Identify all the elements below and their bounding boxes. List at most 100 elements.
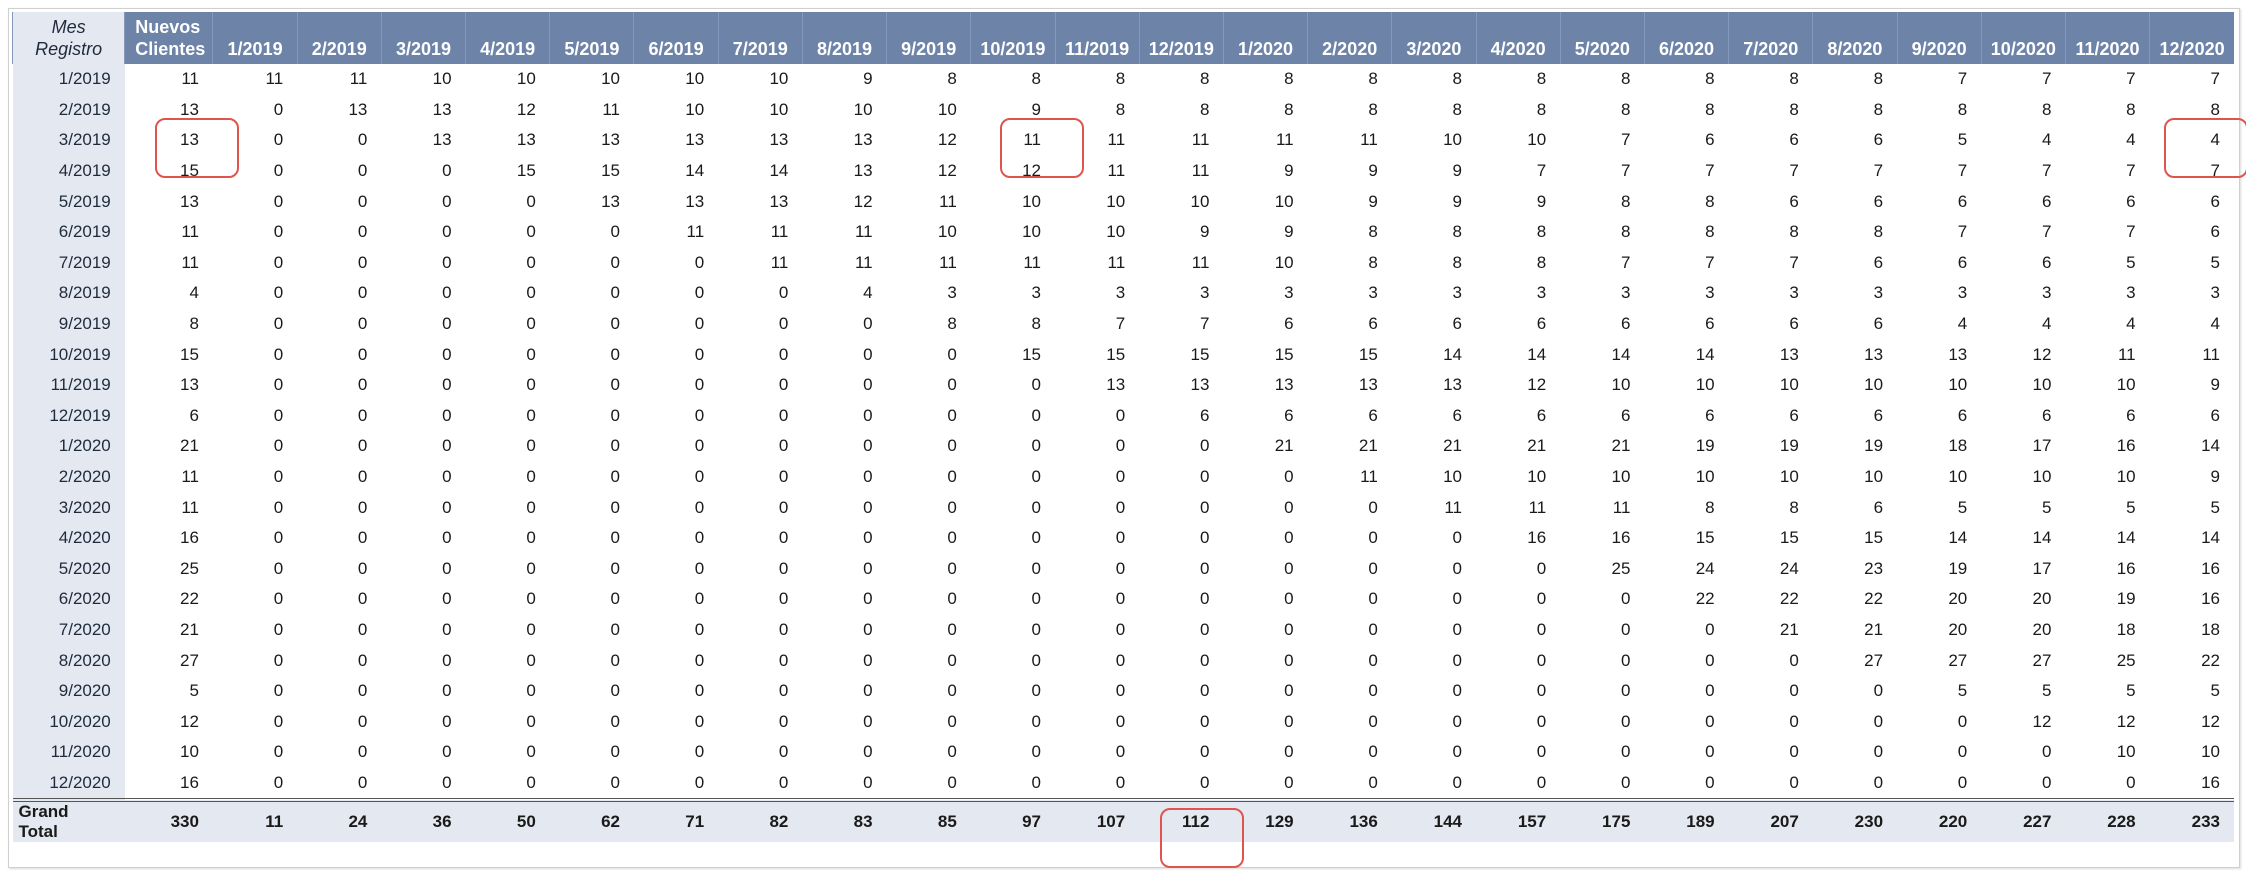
table-cell[interactable]: 0	[1368, 589, 1378, 609]
table-cell[interactable]: 10	[1779, 467, 1799, 487]
table-cell[interactable]: 11	[1444, 497, 1463, 517]
table-cell[interactable]: 5	[2210, 497, 2220, 517]
month-header[interactable]: 4/2020	[1475, 12, 1561, 64]
table-cell[interactable]: 0	[273, 283, 284, 303]
new-clients-cell[interactable]: 16	[180, 528, 199, 548]
table-cell[interactable]: 6	[1873, 497, 1884, 517]
row-label[interactable]: 7/2019	[12, 247, 125, 279]
table-cell[interactable]: 8	[1452, 69, 1463, 89]
table-cell[interactable]: 6	[1789, 314, 1799, 334]
table-cell[interactable]: 0	[273, 222, 284, 242]
table-cell[interactable]: 15	[1358, 344, 1378, 364]
table-cell[interactable]: 13	[1358, 375, 1378, 395]
table-cell[interactable]: 5	[1957, 130, 1968, 150]
table-cell[interactable]: 0	[442, 681, 452, 701]
grand-total-cell[interactable]: 112	[1139, 798, 1224, 843]
table-cell[interactable]: 0	[1115, 405, 1126, 425]
table-cell[interactable]: 10	[1106, 191, 1126, 211]
table-cell[interactable]: 12	[2032, 344, 2052, 364]
table-cell[interactable]: 0	[273, 681, 284, 701]
table-cell[interactable]: 21	[1779, 619, 1799, 639]
table-cell[interactable]: 12	[1022, 161, 1041, 181]
month-header[interactable]: 2/2019	[296, 12, 382, 64]
table-cell[interactable]: 0	[778, 283, 789, 303]
table-cell[interactable]: 6	[1873, 130, 1884, 150]
table-cell[interactable]: 0	[1705, 619, 1715, 639]
table-cell[interactable]: 0	[273, 130, 284, 150]
row-label[interactable]: 2/2019	[12, 94, 125, 126]
table-cell[interactable]: 0	[1620, 681, 1631, 701]
table-cell[interactable]: 0	[442, 344, 452, 364]
grand-total-cell[interactable]: 85	[886, 798, 971, 843]
table-cell[interactable]: 25	[1611, 558, 1631, 578]
month-header[interactable]: 9/2019	[886, 12, 971, 64]
table-cell[interactable]: 7	[2041, 222, 2052, 242]
table-cell[interactable]: 0	[1873, 772, 1884, 792]
table-cell[interactable]: 14	[685, 161, 705, 181]
new-clients-cell[interactable]: 27	[180, 650, 199, 670]
table-cell[interactable]: 0	[1536, 589, 1547, 609]
table-cell[interactable]: 0	[1789, 681, 1799, 701]
table-cell[interactable]: 11	[1360, 467, 1378, 487]
table-cell[interactable]: 10	[1695, 467, 1715, 487]
table-cell[interactable]: 0	[1368, 742, 1378, 762]
grand-total-cell[interactable]: 36	[381, 798, 466, 843]
table-cell[interactable]: 0	[357, 497, 368, 517]
table-cell[interactable]: 6	[2210, 222, 2220, 242]
table-cell[interactable]: 0	[357, 375, 368, 395]
table-cell[interactable]: 0	[273, 742, 284, 762]
table-cell[interactable]: 9	[1536, 191, 1547, 211]
table-cell[interactable]: 0	[1031, 405, 1041, 425]
table-cell[interactable]: 0	[1199, 650, 1210, 670]
table-cell[interactable]: 5	[2126, 497, 2136, 517]
table-cell[interactable]: 13	[685, 130, 705, 150]
table-cell[interactable]: 0	[610, 252, 620, 272]
table-cell[interactable]: 0	[442, 497, 452, 517]
table-cell[interactable]: 0	[357, 772, 368, 792]
table-cell[interactable]: 0	[610, 405, 620, 425]
table-cell[interactable]: 0	[1536, 619, 1547, 639]
table-cell[interactable]: 0	[694, 772, 705, 792]
table-cell[interactable]: 0	[1031, 589, 1041, 609]
table-cell[interactable]: 5	[2041, 681, 2052, 701]
table-cell[interactable]: 6	[2041, 252, 2052, 272]
table-cell[interactable]: 0	[1620, 589, 1631, 609]
grand-total-cell[interactable]: 24	[297, 798, 382, 843]
table-cell[interactable]: 0	[610, 436, 620, 456]
table-cell[interactable]: 0	[1199, 497, 1210, 517]
month-header[interactable]: 12/2020	[2149, 12, 2234, 64]
table-cell[interactable]: 0	[778, 619, 789, 639]
grand-total-cell[interactable]: 157	[1476, 798, 1561, 843]
table-cell[interactable]: 0	[1284, 681, 1294, 701]
table-cell[interactable]: 8	[1620, 69, 1631, 89]
table-cell[interactable]: 8	[1368, 69, 1378, 89]
table-cell[interactable]: 24	[1779, 558, 1799, 578]
table-cell[interactable]: 0	[778, 405, 789, 425]
table-cell[interactable]: 13	[1443, 375, 1463, 395]
table-cell[interactable]: 21	[1864, 619, 1884, 639]
table-cell[interactable]: 16	[2116, 558, 2136, 578]
month-header[interactable]: 8/2020	[1812, 12, 1898, 64]
table-cell[interactable]: 0	[610, 314, 620, 334]
table-cell[interactable]: 0	[526, 222, 536, 242]
table-cell[interactable]: 0	[863, 467, 873, 487]
row-label[interactable]: 10/2020	[12, 706, 125, 738]
table-cell[interactable]: 8	[2210, 99, 2220, 119]
table-cell[interactable]: 10	[1022, 191, 1041, 211]
table-cell[interactable]: 8	[1284, 69, 1294, 89]
table-cell[interactable]: 13	[1106, 375, 1126, 395]
table-cell[interactable]: 6	[1705, 314, 1715, 334]
table-cell[interactable]: 0	[863, 497, 873, 517]
table-cell[interactable]: 8	[1368, 99, 1378, 119]
table-cell[interactable]: 12	[1527, 375, 1547, 395]
table-cell[interactable]: 0	[1284, 772, 1294, 792]
grand-total-cell[interactable]: 233	[2149, 798, 2234, 843]
table-cell[interactable]: 19	[2116, 589, 2136, 609]
month-header[interactable]: 3/2019	[380, 12, 466, 64]
new-clients-cell[interactable]: 5	[189, 681, 199, 701]
table-cell[interactable]: 7	[1873, 161, 1884, 181]
table-cell[interactable]: 0	[526, 619, 536, 639]
table-cell[interactable]: 11	[1023, 130, 1041, 150]
table-cell[interactable]: 8	[1536, 69, 1547, 89]
table-cell[interactable]: 0	[1115, 497, 1126, 517]
